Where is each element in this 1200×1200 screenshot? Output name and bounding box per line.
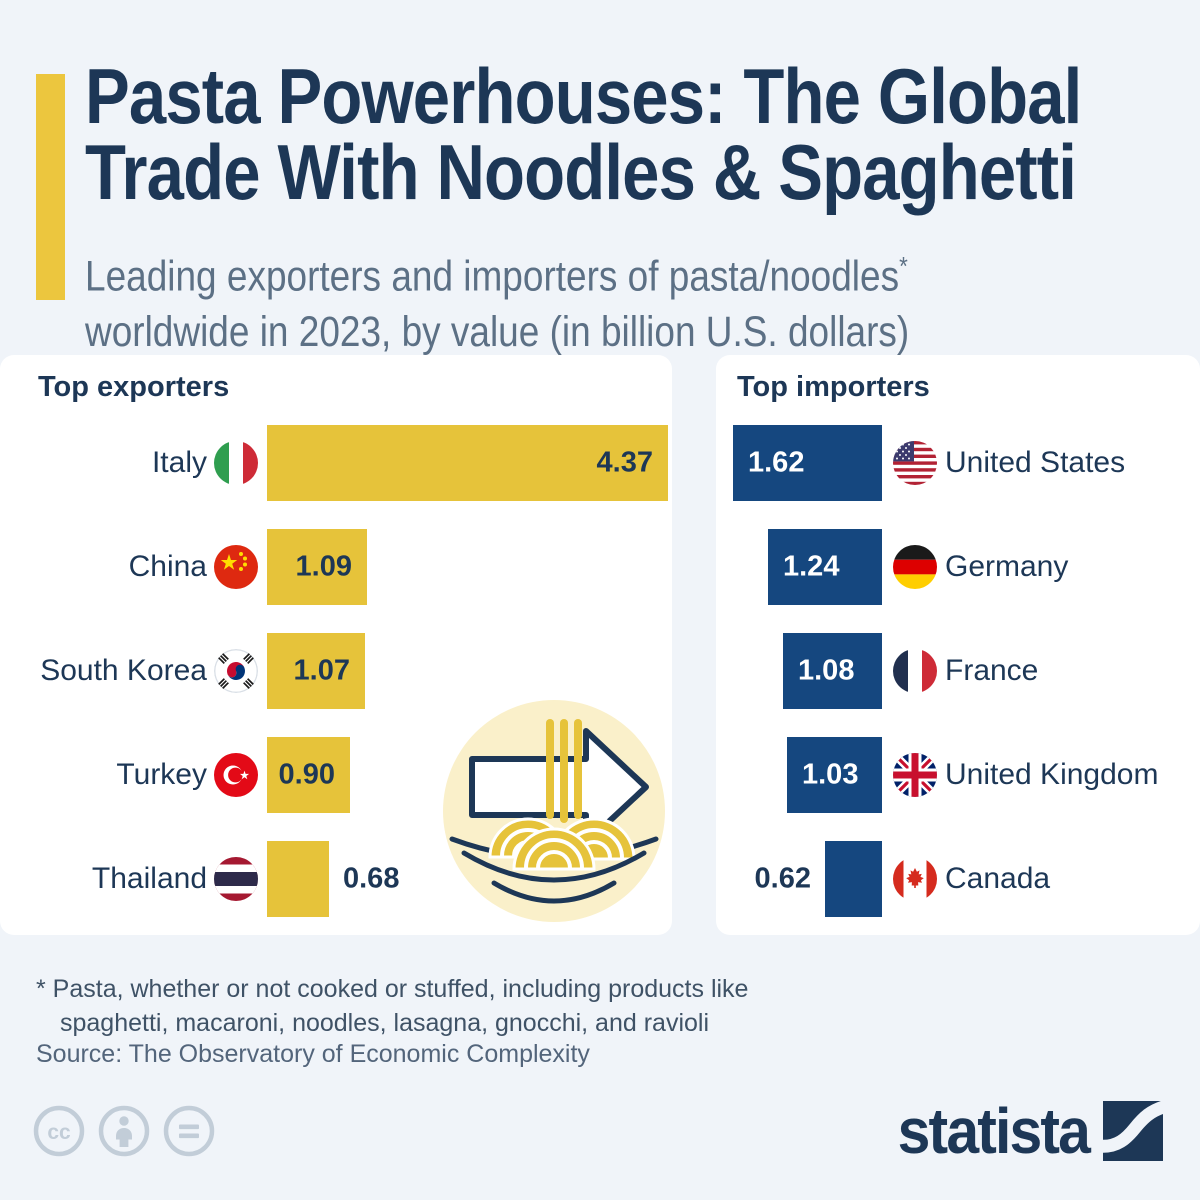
flag-united-states-icon (893, 441, 937, 485)
exporter-row-turkey: Turkey 0.90 (0, 723, 672, 827)
page-title-line2: Trade With Noodles & Spaghetti (85, 128, 1077, 216)
subtitle-line2: worldwide in 2023, by value (in billion … (85, 308, 910, 357)
importer-row-germany: 1.24 Germany (716, 515, 1200, 619)
exporter-row-italy: Italy 4.37 (0, 411, 672, 515)
exporter-row-south-korea: South Korea 1.07 (0, 619, 672, 723)
flag-france-icon (893, 649, 937, 693)
page-title-line1: Pasta Powerhouses: The Global (85, 52, 1082, 140)
footnote-marker: * (899, 251, 908, 281)
flag-italy-icon (214, 441, 258, 485)
source-text: Source: The Observatory of Economic Comp… (36, 1040, 590, 1068)
svg-text:cc: cc (47, 1121, 71, 1144)
flag-germany-icon (893, 545, 937, 589)
bar-value: 1.24 (783, 550, 840, 583)
importer-bar: 1.62 (733, 425, 882, 501)
importer-row-canada: 0.62 Canada (716, 827, 1200, 931)
bar-value: 1.07 (293, 654, 350, 687)
title-accent-bar (36, 74, 65, 300)
importer-bar: 1.03 (787, 737, 882, 813)
exporter-bar: 1.09 (267, 529, 367, 605)
exporter-row-thailand: Thailand 0.68 (0, 827, 672, 931)
importer-bar: 0.62 (755, 841, 882, 917)
flag-south-korea-icon (214, 649, 258, 693)
pasta-export-illustration (443, 700, 665, 922)
country-label: Thailand (91, 862, 207, 895)
statista-logo-text: statista (897, 1095, 1091, 1167)
importer-row-france: 1.08 France (716, 619, 1200, 723)
country-label: United States (945, 446, 1126, 479)
flag-united-kingdom-icon (893, 753, 937, 797)
bar-value: 0.68 (343, 862, 400, 895)
country-label: China (128, 550, 207, 583)
exporter-bar: 1.07 (267, 633, 365, 709)
statista-logo: statista (881, 1094, 1163, 1168)
subtitle-line1: Leading exporters and importers of pasta… (85, 252, 900, 301)
country-label: South Korea (40, 654, 207, 687)
attribution-icon (98, 1105, 150, 1157)
page-title: Pasta Powerhouses: The Global Trade With… (85, 52, 1169, 216)
country-label: Italy (151, 446, 207, 479)
cc-icon (33, 1105, 85, 1157)
country-label: United Kingdom (945, 758, 1159, 791)
exporter-row-china: China 1.09 (0, 515, 672, 619)
flag-thailand-icon (214, 857, 258, 901)
bar-value: 1.09 (295, 550, 352, 583)
bar-value: 1.62 (748, 446, 805, 479)
importer-bar: 1.08 (783, 633, 882, 709)
footnote: * Pasta, whether or not cooked or stuffe… (36, 972, 748, 1040)
equals-icon (163, 1105, 215, 1157)
exporter-bar: 4.37 (267, 425, 668, 501)
flag-turkey-icon (214, 753, 258, 797)
importer-row-united-kingdom: 1.03 United Kingdom (716, 723, 1200, 827)
statista-logo-icon (1103, 1101, 1163, 1161)
flag-canada-icon (893, 857, 937, 901)
footnote-line2: spaghetti, macaroni, noodles, lasagna, g… (60, 1009, 710, 1037)
bar-value: 4.37 (596, 446, 653, 479)
bar-value: 0.90 (278, 758, 335, 791)
bar-value: 0.62 (754, 862, 811, 895)
flag-china-icon (214, 545, 258, 589)
cc-license-icons: cc (33, 1105, 215, 1157)
country-label: Germany (945, 550, 1069, 583)
exporters-title: Top exporters (38, 371, 230, 403)
bar-value: 1.08 (798, 654, 855, 687)
country-label: France (945, 654, 1039, 687)
country-label: Turkey (116, 758, 207, 791)
importer-row-united-states: 1.62 Un (716, 411, 1200, 515)
exporter-bar: 0.90 (267, 737, 350, 813)
importers-title: Top importers (737, 371, 930, 403)
bar-value: 1.03 (802, 758, 859, 791)
page-subtitle: Leading exporters and importers of pasta… (85, 238, 1169, 360)
exporters-panel: Top exporters Italy 4.37 China 1.09 Sout… (0, 355, 672, 935)
footnote-line1: * Pasta, whether or not cooked or stuffe… (36, 975, 749, 1003)
importer-bar: 1.24 (768, 529, 882, 605)
exporter-bar: 0.68 (267, 841, 399, 917)
country-label: Canada (945, 862, 1051, 895)
importers-panel: Top importers 1.62 (716, 355, 1200, 935)
